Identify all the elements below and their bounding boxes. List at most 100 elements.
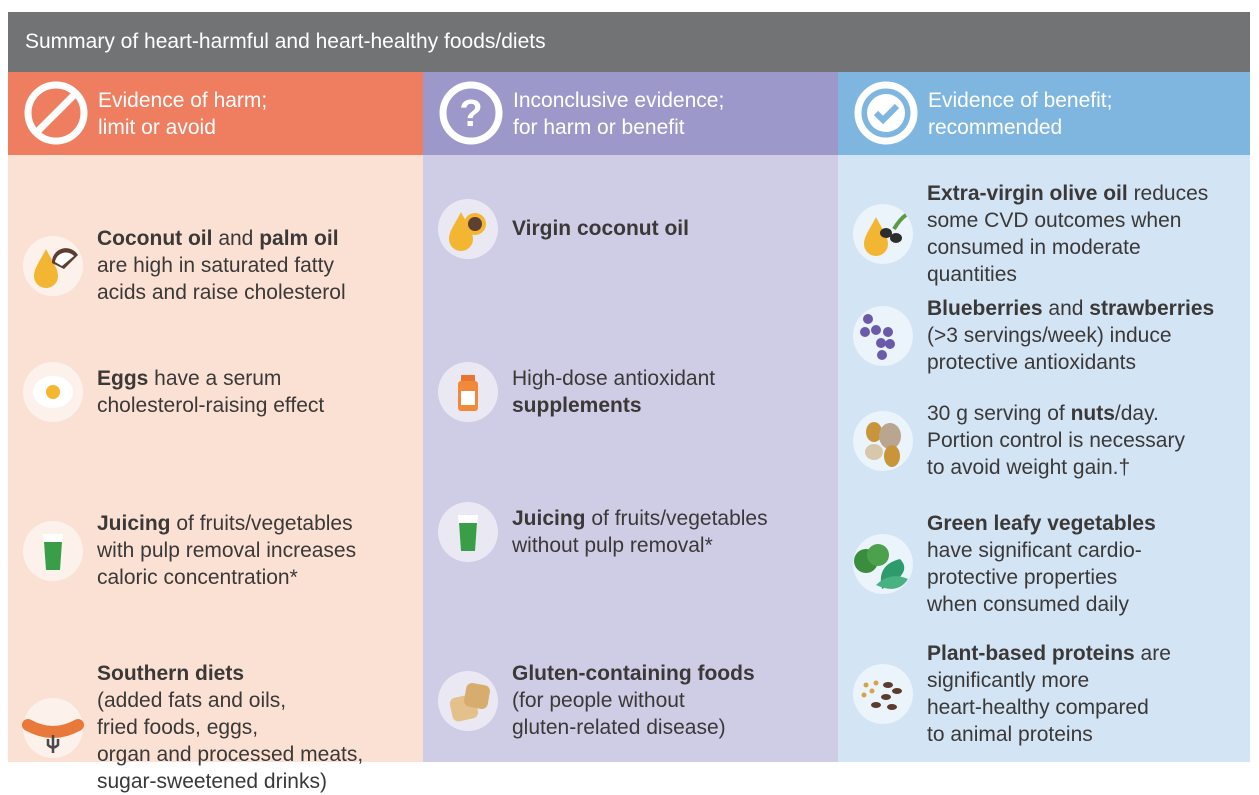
emphasized-text: nuts	[1070, 402, 1115, 425]
emphasized-text: Juicing	[512, 507, 586, 530]
text-line: quantities	[927, 261, 1208, 288]
emphasized-text: Gluten-containing foods	[512, 662, 755, 685]
text-segment: some CVD outcomes when	[927, 209, 1182, 232]
text-segment: gluten-related disease)	[512, 716, 726, 739]
text-line: caloric concentration*	[97, 564, 356, 591]
text-line: Juicing of fruits/vegetables	[512, 505, 768, 532]
text-line: Virgin coconut oil	[512, 215, 689, 242]
juice-glass-icon	[23, 521, 83, 581]
text-segment: have significant cardio-	[927, 539, 1142, 562]
text-segment: consumed in moderate	[927, 236, 1141, 259]
food-item-text: Juicing of fruits/vegetables with pulp re…	[97, 510, 356, 591]
text-segment: (for people without	[512, 689, 685, 712]
text-line: Green leafy vegetables	[927, 510, 1156, 537]
text-segment: reduces	[1127, 182, 1209, 205]
text-line: without pulp removal*	[512, 532, 768, 559]
emphasized-text: Eggs	[97, 367, 149, 390]
text-segment: have a serum	[148, 367, 282, 390]
text-segment: fried foods, eggs,	[97, 716, 259, 739]
emphasized-text: supplements	[512, 394, 642, 417]
text-line: with pulp removal increases	[97, 537, 356, 564]
text-line: when consumed daily	[927, 591, 1156, 618]
column-header-benefit: Evidence of benefit; recommended	[838, 72, 1250, 155]
text-segment: caloric concentration*	[97, 566, 298, 589]
svg-text:?: ?	[459, 93, 482, 135]
text-line: have significant cardio-	[927, 537, 1156, 564]
column-inconclusive: ? Inconclusive evidence; for harm or benef…	[423, 72, 838, 762]
text-segment: to avoid weight gain.†	[927, 456, 1131, 479]
text-segment: /day.	[1114, 402, 1159, 425]
text-line: Coconut oil and palm oil	[97, 225, 346, 252]
food-item-text: Plant-based proteins are significantly mo…	[927, 640, 1171, 748]
text-line: are high in saturated fatty	[97, 252, 346, 279]
sunflower-oil-drop-icon	[438, 199, 498, 259]
text-segment: and	[212, 227, 260, 250]
column-header-harm: Evidence of harm; limit or avoid	[8, 72, 423, 155]
text-line: protective properties	[927, 564, 1156, 591]
column-heading-line: Evidence of benefit;	[928, 89, 1113, 112]
text-segment: Portion control is necessary	[927, 429, 1185, 452]
prohibited-icon	[24, 81, 88, 145]
text-line: fried foods, eggs,	[97, 714, 363, 741]
emphasized-text: Juicing	[97, 512, 171, 535]
text-line: Plant-based proteins are	[927, 640, 1171, 667]
food-item-text: Gluten-containing foods (for people witho…	[512, 660, 755, 741]
text-line: Juicing of fruits/vegetables	[97, 510, 356, 537]
text-segment: (added fats and oils,	[97, 689, 287, 712]
title-bar: Summary of heart-harmful and heart-healt…	[8, 12, 1250, 72]
text-segment: and	[1042, 297, 1090, 320]
emphasized-text: Southern diets	[97, 662, 245, 685]
food-item-text: 30 g serving of nuts/day. Portion control…	[927, 400, 1185, 481]
text-segment: significantly more	[927, 669, 1090, 692]
legumes-icon	[853, 664, 913, 724]
text-segment: are high in saturated fatty	[97, 254, 334, 277]
text-line: Extra-virgin olive oil reduces	[927, 180, 1208, 207]
text-line: consumed in moderate	[927, 234, 1208, 261]
text-line: Eggs have a serum	[97, 365, 324, 392]
bread-icon	[438, 671, 498, 731]
text-segment: cholesterol-raising effect	[97, 394, 325, 417]
question-icon: ?	[439, 81, 503, 145]
text-line: (>3 servings/week) induce	[927, 322, 1214, 349]
checkmark-icon	[854, 81, 918, 145]
text-line: protective antioxidants	[927, 349, 1214, 376]
nuts-icon	[853, 411, 913, 471]
juice-glass-icon	[438, 502, 498, 562]
food-item-text: Extra-virgin olive oil reduces some CVD o…	[927, 180, 1208, 288]
text-line: Portion control is necessary	[927, 427, 1185, 454]
text-segment: protective properties	[927, 566, 1118, 589]
text-line: 30 g serving of nuts/day.	[927, 400, 1185, 427]
text-segment: to animal proteins	[927, 723, 1093, 746]
text-line: supplements	[512, 392, 715, 419]
text-segment: acids and raise cholesterol	[97, 281, 346, 304]
text-segment: sugar-sweetened drinks)	[97, 770, 327, 793]
text-segment: protective antioxidants	[927, 351, 1136, 374]
column-heading-line: for harm or benefit	[513, 116, 685, 139]
fried-egg-icon	[23, 362, 83, 422]
column-heading-line: Evidence of harm;	[98, 89, 268, 112]
text-line: Blueberries and strawberries	[927, 295, 1214, 322]
text-segment: heart-healthy compared	[927, 696, 1149, 719]
text-line: Southern diets	[97, 660, 363, 687]
text-line: heart-healthy compared	[927, 694, 1171, 721]
text-line: (for people without	[512, 687, 755, 714]
text-line: High-dose antioxidant	[512, 365, 715, 392]
column-heading-line: Inconclusive evidence;	[513, 89, 725, 112]
supplement-bottle-icon	[438, 362, 498, 422]
emphasized-text: Extra-virgin olive oil	[927, 182, 1128, 205]
text-segment: 30 g serving of	[927, 402, 1071, 425]
sausage-fork-icon	[22, 698, 84, 758]
text-line: Gluten-containing foods	[512, 660, 755, 687]
olive-oil-drop-icon	[853, 204, 913, 264]
food-item-text: Coconut oil and palm oil are high in satu…	[97, 225, 346, 306]
text-line: some CVD outcomes when	[927, 207, 1208, 234]
text-line: acids and raise cholesterol	[97, 279, 346, 306]
text-line: organ and processed meats,	[97, 741, 363, 768]
berries-icon	[853, 306, 913, 366]
food-item-text: Virgin coconut oil	[512, 215, 689, 242]
text-segment: organ and processed meats,	[97, 743, 364, 766]
column-heading: Evidence of benefit; recommended	[928, 87, 1112, 141]
column-heading: Evidence of harm; limit or avoid	[98, 87, 267, 141]
text-segment: (>3 servings/week) induce	[927, 324, 1172, 347]
text-line: to avoid weight gain.†	[927, 454, 1185, 481]
